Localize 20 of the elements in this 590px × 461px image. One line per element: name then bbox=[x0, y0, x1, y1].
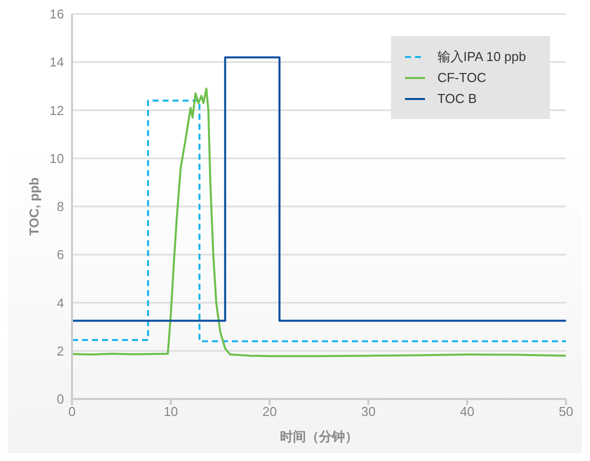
legend-label: CF-TOC bbox=[437, 70, 486, 85]
x-tick-label: 50 bbox=[558, 404, 574, 420]
y-tick-label: 16 bbox=[50, 6, 64, 22]
x-tick-label: 30 bbox=[361, 404, 376, 420]
y-tick-label: 12 bbox=[50, 102, 64, 118]
y-tick-label: 6 bbox=[56, 247, 64, 262]
x-axis-title: 时间（分钟） bbox=[280, 429, 358, 444]
y-tick-label: 4 bbox=[56, 295, 64, 310]
x-tick-label: 0 bbox=[68, 404, 76, 420]
x-tick-label: 20 bbox=[262, 404, 277, 420]
y-tick-label: 2 bbox=[56, 343, 64, 358]
y-tick-label: 0 bbox=[56, 392, 64, 407]
y-tick-label: 10 bbox=[50, 150, 64, 166]
legend-label: TOC B bbox=[437, 91, 477, 106]
y-tick-label: 14 bbox=[50, 54, 64, 70]
legend-label: 输入IPA 10 ppb bbox=[437, 48, 526, 66]
x-tick-label: 40 bbox=[460, 404, 474, 420]
x-tick-label: 10 bbox=[164, 404, 178, 420]
y-tick-label: 8 bbox=[56, 199, 64, 214]
y-axis-title: TOC, ppb bbox=[26, 177, 42, 236]
